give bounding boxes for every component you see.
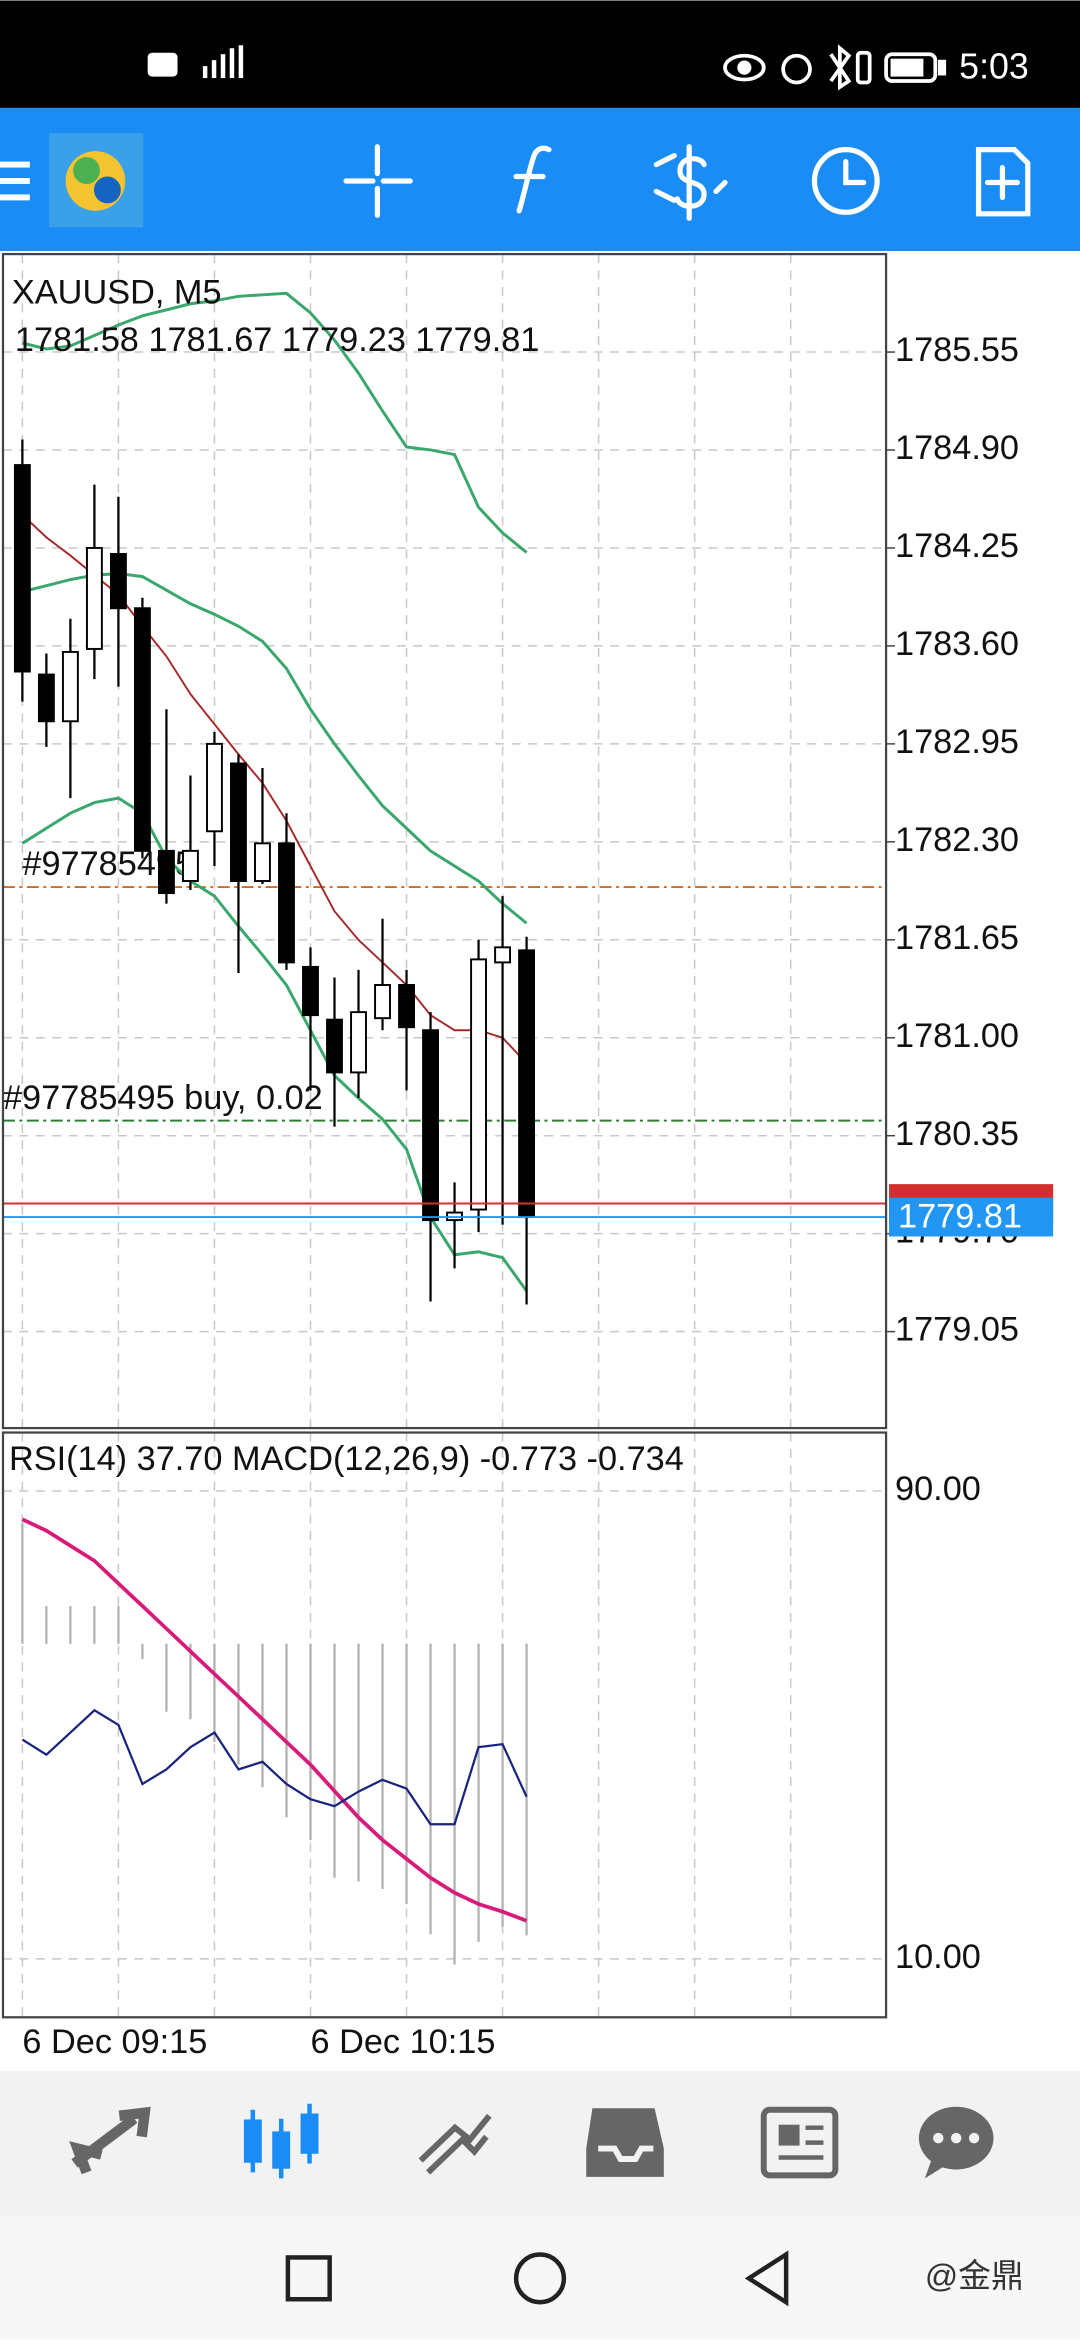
menu-button[interactable] [0, 161, 30, 201]
candle-body [37, 673, 55, 723]
candle-body [494, 946, 511, 964]
moving-average [21, 514, 528, 1065]
indicators-button[interactable] [513, 145, 552, 214]
price-tick-label: 1782.30 [895, 821, 1019, 859]
bottom-nav-icons [69, 2103, 994, 2179]
system-nav-buttons [285, 2250, 789, 2307]
main-panel-border [1, 252, 888, 1430]
template-button[interactable] [975, 147, 1031, 217]
bottom-nav [0, 2070, 1080, 2216]
price-tick-label: 1781.65 [895, 919, 1019, 957]
price-tick-label: 1784.90 [895, 429, 1019, 467]
time-label: 6 Dec 10:15 [310, 2023, 495, 2061]
candle-body [109, 553, 127, 610]
candle-body [158, 849, 175, 895]
trade-button[interactable] [653, 144, 728, 221]
toolbar-icons [343, 144, 1031, 221]
candle-body [422, 1029, 439, 1222]
band-middle [22, 572, 528, 925]
back-button[interactable] [744, 2250, 789, 2307]
price-tick-label: 1785.55 [895, 331, 1019, 369]
candle-body [206, 742, 223, 833]
time-label: 6 Dec 09:15 [22, 2023, 207, 2061]
candle-body [374, 984, 391, 1020]
symbol-label: XAUUSD, M5 [12, 273, 222, 311]
candle-body [85, 546, 103, 650]
candle-body [230, 762, 247, 882]
chart-tab[interactable] [243, 2103, 319, 2179]
candle-body [470, 958, 487, 1211]
system-nav [0, 2215, 1080, 2340]
candle-body [278, 842, 295, 964]
chart-area [0, 251, 1080, 2071]
price-tick-label: 1782.95 [895, 723, 1019, 761]
price-tick-label: 1779.05 [895, 1311, 1019, 1349]
candle-body [13, 464, 31, 673]
trade-tab[interactable] [418, 2113, 492, 2175]
candle-body [254, 842, 271, 882]
candle-body [61, 650, 79, 723]
candle-body [518, 949, 536, 1219]
indicator-label: RSI(14) 37.70 MACD(12,26,9) -0.773 -0.73… [9, 1440, 684, 1478]
price-tick-label: 1783.60 [895, 625, 1019, 663]
bid-tag-label: 1779.81 [898, 1198, 1022, 1236]
history-tab[interactable] [586, 2108, 664, 2177]
candle-body [182, 849, 199, 882]
order-label: #97785495 buy, 0.02 [3, 1079, 323, 1117]
bid-tag [889, 1197, 1054, 1237]
recents-button[interactable] [285, 2255, 332, 2302]
candle-body [133, 607, 151, 852]
indicator-panel-border [1, 1431, 888, 2019]
candle-body [350, 1011, 367, 1074]
price-tick-label: 1781.00 [895, 1017, 1019, 1055]
watermark: @金鼎 [925, 2257, 1024, 2294]
candle-body [302, 965, 319, 1017]
quotes-tab[interactable] [69, 2106, 151, 2175]
toolbar [0, 107, 1080, 252]
news-tab[interactable] [760, 2106, 839, 2179]
indicator-tick-label: 90.00 [895, 1470, 981, 1508]
candle-body [398, 984, 415, 1029]
price-tick-label: 1780.35 [895, 1115, 1019, 1153]
chat-tab[interactable] [918, 2106, 994, 2179]
period-button[interactable] [811, 147, 880, 215]
status-time: 5:03 [959, 47, 1029, 87]
price-tick-label: 1784.25 [895, 527, 1019, 565]
ohlc-label: 1781.58 1781.67 1779.23 1779.81 [15, 321, 540, 359]
app-logo [49, 133, 144, 228]
crosshair-button[interactable] [343, 144, 413, 218]
rsi-line [21, 1708, 528, 1826]
indicator-tick-label: 10.00 [895, 1938, 981, 1976]
status-icons-left [147, 45, 244, 79]
macd-signal [21, 1517, 528, 1923]
chart-layer: 1785.55 1784.90 1784.25 1783.60 1782.95 1782.… [3, 254, 1054, 2061]
band-lower [21, 796, 528, 1292]
candle-body [326, 1018, 343, 1074]
band-upper [22, 291, 528, 554]
home-button[interactable] [513, 2252, 567, 2305]
status-icons-right [723, 44, 947, 91]
